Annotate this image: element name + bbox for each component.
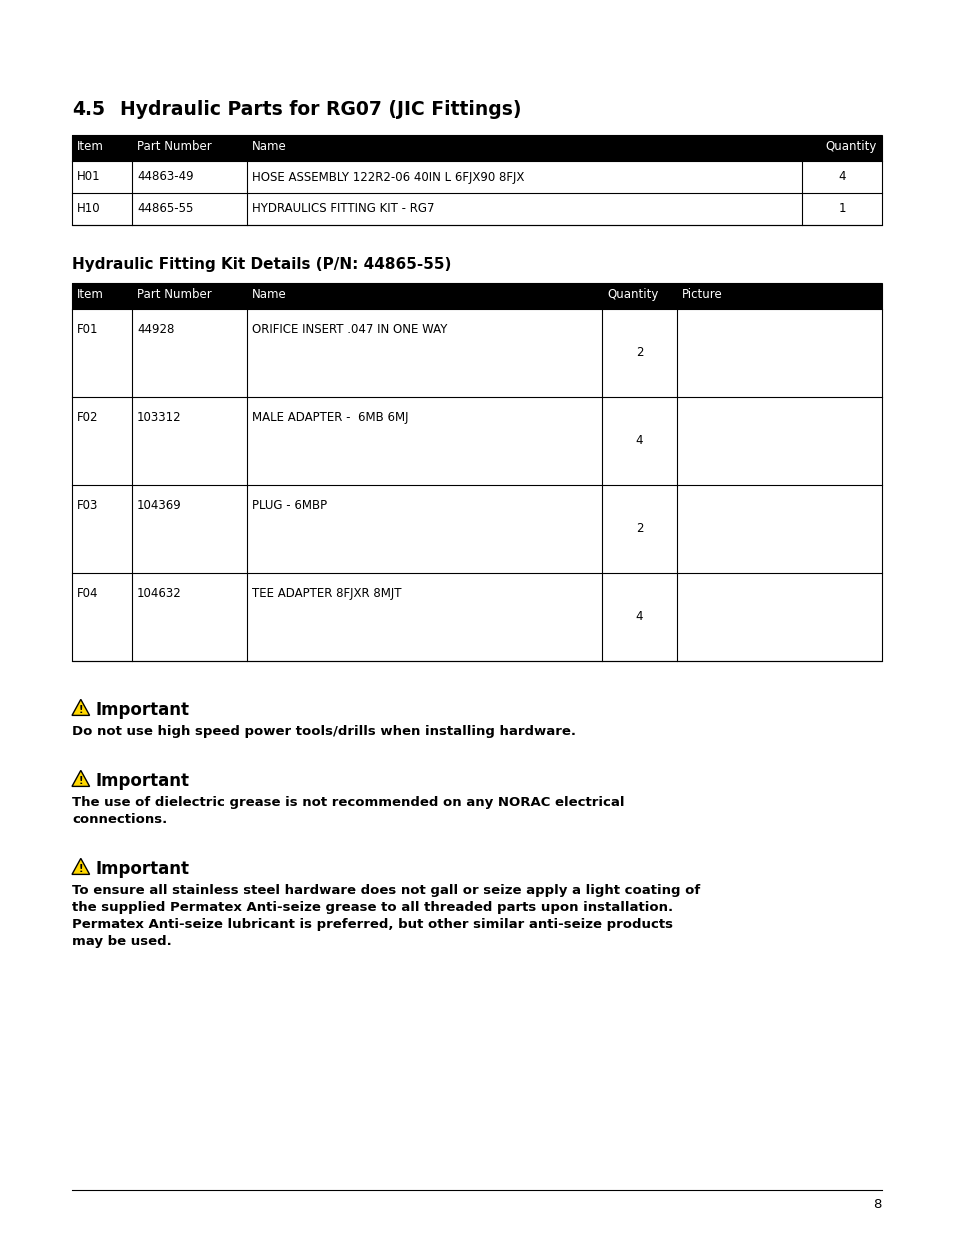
Text: Item: Item bbox=[77, 288, 104, 301]
Text: Hydraulic Parts for RG07 (JIC Fittings): Hydraulic Parts for RG07 (JIC Fittings) bbox=[120, 100, 521, 119]
Text: Permatex Anti-seize lubricant is preferred, but other similar anti-seize product: Permatex Anti-seize lubricant is preferr… bbox=[71, 918, 672, 931]
Text: 4.5: 4.5 bbox=[71, 100, 105, 119]
Text: 1: 1 bbox=[838, 203, 845, 215]
Text: 103312: 103312 bbox=[137, 411, 181, 424]
Text: connections.: connections. bbox=[71, 813, 167, 826]
Text: 44863-49: 44863-49 bbox=[137, 170, 193, 184]
Text: H01: H01 bbox=[77, 170, 100, 184]
Text: Part Number: Part Number bbox=[137, 288, 212, 301]
Text: 2: 2 bbox=[635, 522, 642, 536]
Text: To ensure all stainless steel hardware does not gall or seize apply a light coat: To ensure all stainless steel hardware d… bbox=[71, 884, 700, 897]
Text: Name: Name bbox=[252, 140, 287, 153]
Text: 44865-55: 44865-55 bbox=[137, 203, 193, 215]
Text: Important: Important bbox=[96, 701, 190, 719]
Text: The use of dielectric grease is not recommended on any NORAC electrical: The use of dielectric grease is not reco… bbox=[71, 797, 624, 809]
Text: F03: F03 bbox=[77, 499, 98, 513]
Text: 4: 4 bbox=[635, 610, 642, 624]
Text: Part Number: Part Number bbox=[137, 140, 212, 153]
Text: 44928: 44928 bbox=[137, 324, 174, 336]
Text: !: ! bbox=[78, 863, 83, 874]
Text: F04: F04 bbox=[77, 587, 98, 600]
Text: MALE ADAPTER -  6MB 6MJ: MALE ADAPTER - 6MB 6MJ bbox=[252, 411, 408, 424]
Text: Do not use high speed power tools/drills when installing hardware.: Do not use high speed power tools/drills… bbox=[71, 725, 576, 739]
Text: TEE ADAPTER 8FJXR 8MJT: TEE ADAPTER 8FJXR 8MJT bbox=[252, 587, 401, 600]
Text: !: ! bbox=[78, 776, 83, 785]
Text: F02: F02 bbox=[77, 411, 98, 424]
Text: 104632: 104632 bbox=[137, 587, 182, 600]
Text: Quantity: Quantity bbox=[824, 140, 876, 153]
Text: 104369: 104369 bbox=[137, 499, 182, 513]
Text: Name: Name bbox=[252, 288, 287, 301]
Bar bbox=[71, 283, 882, 309]
Text: Quantity: Quantity bbox=[606, 288, 658, 301]
Polygon shape bbox=[71, 771, 90, 787]
Bar bbox=[71, 135, 882, 161]
Polygon shape bbox=[71, 858, 90, 874]
Text: Item: Item bbox=[77, 140, 104, 153]
Text: 4: 4 bbox=[635, 435, 642, 447]
Text: 2: 2 bbox=[635, 347, 642, 359]
Bar bbox=[71, 135, 882, 225]
Text: HYDRAULICS FITTING KIT - RG7: HYDRAULICS FITTING KIT - RG7 bbox=[252, 203, 434, 215]
Text: !: ! bbox=[78, 705, 83, 715]
Text: Hydraulic Fitting Kit Details (P/N: 44865-55): Hydraulic Fitting Kit Details (P/N: 4486… bbox=[71, 257, 451, 272]
Bar bbox=[71, 283, 882, 661]
Text: H10: H10 bbox=[77, 203, 100, 215]
Polygon shape bbox=[71, 699, 90, 715]
Text: may be used.: may be used. bbox=[71, 935, 172, 948]
Text: Important: Important bbox=[96, 772, 190, 790]
Text: F01: F01 bbox=[77, 324, 98, 336]
Text: 8: 8 bbox=[873, 1198, 882, 1212]
Text: ORIFICE INSERT .047 IN ONE WAY: ORIFICE INSERT .047 IN ONE WAY bbox=[252, 324, 447, 336]
Text: Important: Important bbox=[96, 860, 190, 878]
Text: HOSE ASSEMBLY 122R2-06 40IN L 6FJX90 8FJX: HOSE ASSEMBLY 122R2-06 40IN L 6FJX90 8FJ… bbox=[252, 170, 524, 184]
Text: Picture: Picture bbox=[681, 288, 722, 301]
Text: the supplied Permatex Anti-seize grease to all threaded parts upon installation.: the supplied Permatex Anti-seize grease … bbox=[71, 902, 673, 914]
Text: PLUG - 6MBP: PLUG - 6MBP bbox=[252, 499, 327, 513]
Text: 4: 4 bbox=[838, 170, 845, 184]
